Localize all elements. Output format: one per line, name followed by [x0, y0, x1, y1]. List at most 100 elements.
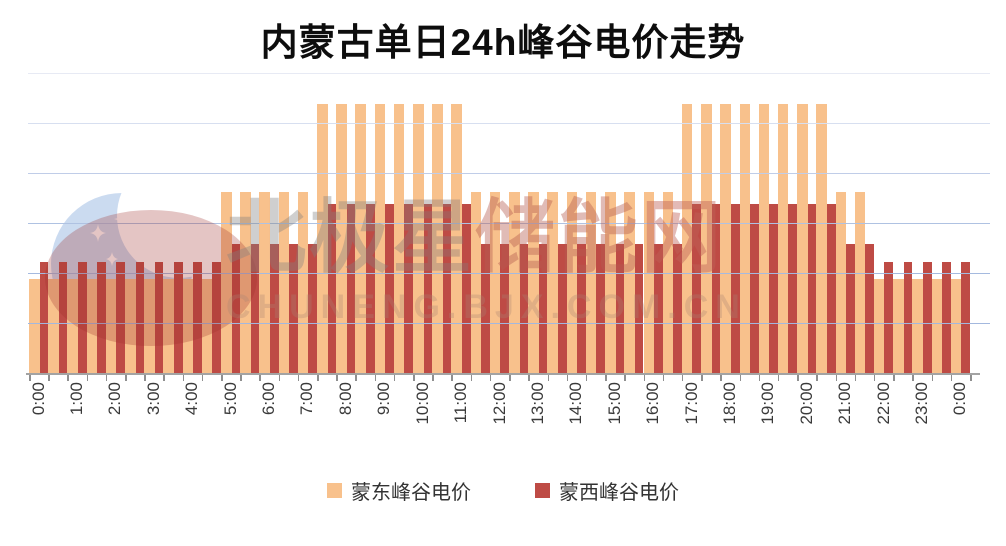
bar-group-11:00 [451, 74, 471, 374]
mengdong-bar [797, 104, 808, 374]
bar-group-2:30 [125, 74, 145, 374]
mengxi-bar [269, 244, 279, 374]
mengxi-bar [327, 204, 337, 374]
mengxi-bar [865, 244, 874, 374]
legend-label-mengxi: 蒙西峰谷电价 [559, 482, 679, 504]
mengxi-bar [212, 261, 222, 374]
bar-group-10:30 [432, 74, 452, 374]
x-tick-label: 15:00 [604, 382, 624, 425]
mengxi-bar [481, 244, 490, 374]
bar-group-2:00 [105, 74, 125, 374]
x-tick-label: 1:00 [67, 382, 86, 416]
axis-tick [797, 375, 799, 381]
bar-group-8:30 [355, 74, 375, 374]
mengdong-bar [67, 279, 78, 374]
axis-tick [297, 375, 300, 381]
gridline [28, 73, 990, 74]
bar-group-20:00 [797, 74, 817, 374]
mengdong-bar [451, 104, 463, 374]
mengdong-bar [470, 191, 482, 374]
axis-tick [470, 375, 473, 381]
mengxi-bar [558, 244, 567, 374]
x-tick-label: 11:00 [451, 382, 471, 424]
axis-tick [585, 375, 588, 381]
mengxi-bar [500, 244, 510, 374]
mengxi-bar [903, 261, 913, 374]
mengdong-bar [163, 279, 174, 374]
x-axis-labels: 0:00 1:00 2:00 3:00 4:00 5:00 6:00 7:00 8:00 9:00… [29, 374, 970, 464]
mengxi-bar [961, 261, 970, 374]
gridline [28, 273, 990, 274]
mengxi-bar [769, 204, 778, 374]
mengxi-bar [922, 261, 932, 374]
axis-tick [739, 375, 742, 381]
mengxi-bar [519, 244, 529, 374]
mengdong-bar [509, 191, 520, 374]
axis-tick [221, 375, 223, 381]
axis-tick [201, 375, 204, 381]
axis-tick [547, 375, 549, 381]
x-axis-ticks [29, 375, 972, 382]
axis-tick [720, 375, 722, 381]
bar-group-11:30 [470, 74, 490, 374]
mengdong-bar [528, 191, 539, 374]
x-tick-label: 9:00 [374, 382, 394, 416]
x-tick-label: 18:00 [719, 382, 739, 425]
gridline [28, 323, 990, 324]
axis-tick [854, 375, 857, 381]
mengdong-bar [182, 279, 194, 374]
mengxi-bar [404, 204, 414, 374]
mengdong-bar [643, 191, 655, 374]
mengdong-bar [201, 279, 213, 374]
bar-group-19:00 [758, 74, 778, 374]
axis-tick [970, 375, 972, 381]
axis-tick [182, 375, 185, 381]
bar-group-9:30 [393, 74, 414, 374]
mengdong-bar [278, 191, 290, 374]
mengdong-bar [624, 191, 635, 374]
mengdong-bar [48, 279, 59, 374]
bar-group-1:30 [86, 74, 106, 374]
x-tick-label: 8:00 [335, 382, 355, 416]
mengdong-bar [662, 191, 674, 374]
mengdong-bar [950, 279, 962, 374]
mengdong-bar [566, 191, 578, 374]
bar-group-4:30 [201, 74, 222, 374]
mengdong-bar [777, 104, 789, 374]
bar-group-4:00 [182, 74, 202, 374]
x-tick-label: 22:00 [873, 382, 893, 425]
axis-tick [566, 375, 569, 381]
bar-group-0:00 [950, 74, 970, 374]
x-tick-label: 2:00 [105, 382, 125, 416]
x-tick-label: 21:00 [835, 382, 855, 425]
bars [29, 74, 970, 374]
axis-tick [758, 375, 761, 381]
bar-group-20:30 [816, 74, 836, 374]
bar-group-0:00 [29, 74, 49, 374]
x-tick-label: 16:00 [643, 382, 663, 425]
legend-entry-mengxi: 蒙西峰谷电价 [535, 476, 679, 505]
axis-tick [105, 375, 108, 381]
gridline [28, 223, 990, 224]
bar-group-15:00 [605, 74, 625, 374]
mengdong-bar [854, 191, 866, 374]
mengdong-bar [144, 279, 155, 374]
axis-tick [355, 375, 357, 381]
bar-group-18:00 [720, 74, 740, 374]
mengdong-bar [105, 279, 117, 374]
bar-group-14:30 [585, 74, 606, 374]
bar-group-6:00 [259, 74, 279, 374]
mengxi-bar [77, 261, 87, 374]
axis-tick [681, 375, 684, 381]
bar-group-3:00 [144, 74, 164, 374]
bar-group-23:00 [912, 74, 932, 374]
bar-group-19:30 [777, 74, 798, 374]
mengxi-bar [692, 204, 702, 374]
x-tick-label: 4:00 [182, 382, 202, 416]
axis-tick [374, 375, 377, 381]
mengxi-bar [366, 204, 375, 374]
axis-tick [125, 375, 127, 381]
axis-tick [489, 375, 492, 381]
axis-tick [451, 375, 453, 381]
bar-group-14:00 [566, 74, 586, 374]
